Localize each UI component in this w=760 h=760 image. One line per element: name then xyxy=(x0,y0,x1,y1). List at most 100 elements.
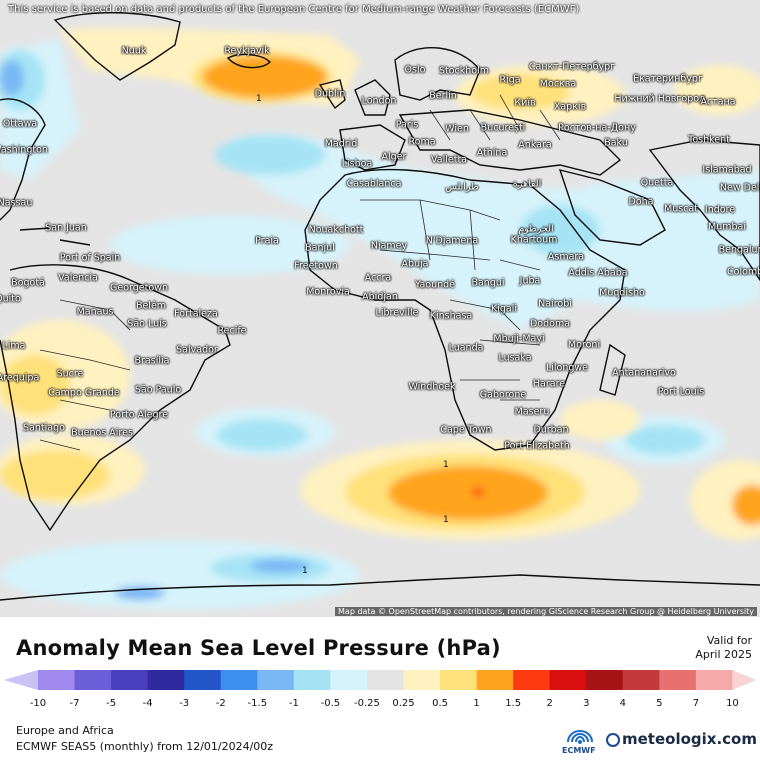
city-label: Praia xyxy=(255,235,279,247)
city-label: Quito xyxy=(0,293,21,305)
ecmwf-logo-text: ECMWF xyxy=(562,746,596,755)
city-label: Banjul xyxy=(305,242,335,254)
scale-tick-label: 3 xyxy=(583,698,590,709)
city-label: Mbuji-Mayi xyxy=(493,333,545,345)
city-label: Antananarivo xyxy=(612,367,676,379)
scale-swatch xyxy=(147,670,185,690)
city-label: Lisboa xyxy=(341,158,373,170)
city-label: Accra xyxy=(364,272,392,284)
region-label: Europe and Africa xyxy=(16,724,114,737)
scale-tick-label: -4 xyxy=(142,698,153,709)
coastlines xyxy=(0,12,760,601)
scale-swatch xyxy=(549,670,587,690)
city-label: London xyxy=(361,95,397,107)
city-label: San Juan xyxy=(45,222,87,234)
scale-swatch xyxy=(366,670,404,690)
city-label: Luanda xyxy=(448,342,484,354)
city-label: São Paulo xyxy=(134,384,182,396)
city-label: Nouakchott xyxy=(308,224,364,236)
city-label: Salvador xyxy=(176,344,218,356)
city-label: Dublin xyxy=(314,88,346,100)
city-label: Maseru xyxy=(514,406,550,418)
city-label: Port Louis xyxy=(657,386,705,398)
scale-tick-label: 1 xyxy=(473,698,480,709)
scale-tick-label: 0.25 xyxy=(392,698,415,709)
city-label: Baku xyxy=(604,137,628,149)
city-label: Екатеринбург xyxy=(633,73,703,85)
anomaly-map: 1 1 1 1 This service is based on data an… xyxy=(0,0,760,617)
city-label: Asmara xyxy=(547,251,585,263)
scale-swatch xyxy=(513,670,551,690)
city-label: N'Djamena xyxy=(425,235,479,247)
scale-swatch xyxy=(695,670,733,690)
city-label: Islamabad xyxy=(702,164,752,176)
scale-swatch xyxy=(74,670,112,690)
city-label: Yaoundé xyxy=(414,279,456,291)
scale-tick-label: -2 xyxy=(215,698,226,709)
scale-swatch xyxy=(330,670,368,690)
city-label: Bengaluru xyxy=(718,244,760,256)
city-label: طرابلس xyxy=(445,181,479,193)
city-label: Київ xyxy=(514,97,536,109)
city-label: Madrid xyxy=(324,138,358,150)
scale-tick-label: -1.5 xyxy=(247,698,268,709)
city-label: Riga xyxy=(499,74,521,86)
valid-date: April 2025 xyxy=(695,648,752,661)
meteologix-brand[interactable]: meteologix.com xyxy=(622,730,757,748)
city-label: Belém xyxy=(135,300,167,312)
city-label: Nairobi xyxy=(538,298,572,310)
map-attribution[interactable]: Map data © OpenStreetMap contributors, r… xyxy=(335,607,757,616)
scale-tick-label: 4 xyxy=(619,698,626,709)
scale-swatch xyxy=(476,670,514,690)
city-label: Addis Ababa xyxy=(568,267,628,279)
city-label: Durban xyxy=(533,424,569,436)
city-label: Санкт-Петербург xyxy=(528,61,616,73)
city-label: Brasília xyxy=(134,355,170,367)
city-label: Quetta xyxy=(640,177,674,189)
city-label: Washington xyxy=(0,144,48,156)
scale-swatch xyxy=(184,670,222,690)
city-label: Arequipa xyxy=(0,372,40,384)
svg-text:1: 1 xyxy=(302,566,308,576)
city-label: São Luís xyxy=(127,318,167,330)
city-label: Ростов-на-Дону xyxy=(558,122,636,134)
city-label: Kigali xyxy=(491,303,517,315)
scale-min-arrow xyxy=(4,670,38,690)
city-label: القاهرة xyxy=(512,178,542,190)
city-label: Port of Spain xyxy=(59,252,121,264)
city-label: Nuuk xyxy=(121,45,147,57)
city-label: Reykjavík xyxy=(224,45,270,57)
scale-swatch xyxy=(38,670,76,690)
scale-max-arrow xyxy=(732,670,756,690)
city-label: Monrovia xyxy=(306,286,350,298)
city-label: Nassau xyxy=(0,197,33,209)
city-label: Toshkent xyxy=(688,134,730,146)
city-label: New Delhi xyxy=(719,182,760,194)
borders xyxy=(39,94,561,451)
scale-tick-label: 2 xyxy=(546,698,553,709)
scale-tick-label: -1 xyxy=(288,698,299,709)
scale-tick-label: -0.25 xyxy=(354,698,380,709)
anomaly-field xyxy=(0,27,760,610)
city-label: Indore xyxy=(704,204,736,216)
map-canvas: 1 1 1 1 xyxy=(0,12,760,610)
city-label: Windhoek xyxy=(408,381,456,393)
scale-tick-label: -3 xyxy=(179,698,190,709)
city-label: Muscat xyxy=(664,203,698,215)
scale-tick-label: -10 xyxy=(29,698,47,709)
city-label: Abidjan xyxy=(362,291,398,303)
city-label: Athína xyxy=(476,147,508,159)
city-label: Moroni xyxy=(567,339,601,351)
city-label: Freetown xyxy=(294,260,338,272)
city-label: Buenos Aires xyxy=(71,427,133,439)
city-label: Santiago xyxy=(23,422,65,434)
city-label: Muqdisho xyxy=(599,287,645,299)
scale-swatch xyxy=(403,670,441,690)
color-scale xyxy=(4,670,756,690)
city-label: الخرطوم xyxy=(518,223,554,235)
city-label: Ankara xyxy=(518,139,552,151)
city-label: Abuja xyxy=(401,258,429,270)
city-label: Casablanca xyxy=(346,178,402,190)
city-label: București xyxy=(480,122,526,134)
valid-label: Valid for xyxy=(706,634,752,647)
